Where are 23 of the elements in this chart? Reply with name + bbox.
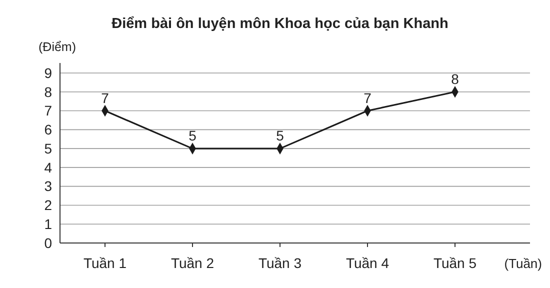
y-tick-label: 7 bbox=[44, 102, 52, 119]
y-tick-label: 1 bbox=[44, 216, 52, 232]
x-axis-title: (Tuần) bbox=[504, 256, 542, 271]
x-tick-label: Tuần 4 bbox=[346, 255, 390, 271]
y-tick-label: 3 bbox=[44, 178, 52, 194]
data-label: 7 bbox=[364, 90, 372, 106]
x-tick-label: Tuần 3 bbox=[258, 255, 302, 271]
data-label: 8 bbox=[451, 70, 460, 87]
y-tick-label: 8 bbox=[44, 84, 52, 100]
x-tick-label: Tuần 1 bbox=[83, 255, 127, 271]
y-tick-label: 2 bbox=[44, 197, 52, 214]
y-tick-label: 0 bbox=[44, 234, 52, 251]
x-tick-label: Tuần 5 bbox=[433, 255, 477, 271]
data-label: 5 bbox=[276, 128, 284, 144]
data-label: 5 bbox=[188, 128, 197, 144]
data-label: 7 bbox=[101, 90, 110, 106]
chart-title: Điểm bài ôn luyện môn Khoa học của bạn Khanh bbox=[112, 16, 448, 32]
x-tick-label: Tuần 2 bbox=[170, 255, 214, 271]
y-tick-label: 4 bbox=[44, 159, 52, 176]
y-tick-label: 6 bbox=[44, 122, 52, 138]
y-axis-title: (Điểm) bbox=[38, 40, 76, 54]
y-tick-label: 5 bbox=[44, 140, 52, 156]
y-tick-label: 9 bbox=[44, 64, 52, 81]
